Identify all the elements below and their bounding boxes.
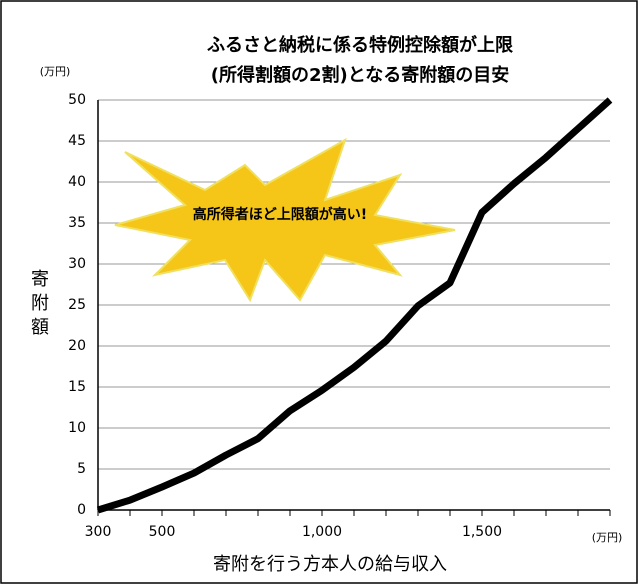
y-tick-label: 40 <box>68 174 86 190</box>
x-tick-label: 1,500 <box>462 524 502 540</box>
y-tick-label: 45 <box>68 133 86 149</box>
y-tick-label: 5 <box>77 461 86 477</box>
y-tick-label: 15 <box>68 379 86 395</box>
y-tick-label: 25 <box>68 297 86 313</box>
y-tick-label: 50 <box>68 92 86 108</box>
annotation: 高所得者ほど上限額が高い! <box>193 206 367 223</box>
chart-title: (所得割額の2割)となる寄附額の目安 <box>211 64 509 86</box>
y-tick-label: 0 <box>77 502 86 518</box>
y-unit: (万円) <box>40 65 71 78</box>
x-axis-label: 寄附を行う方本人の給与収入 <box>213 554 447 575</box>
x-unit: (万円) <box>592 531 623 544</box>
x-tick-label: 300 <box>85 524 112 540</box>
y-tick-label: 30 <box>68 256 86 272</box>
y-axis-label: 寄附額 <box>28 269 49 341</box>
y-tick-label: 20 <box>68 338 86 354</box>
x-tick-label: 500 <box>149 524 176 540</box>
y-tick-label: 10 <box>68 420 86 436</box>
chart-title: ふるさと納税に係る特例控除額が上限 <box>207 34 514 56</box>
starburst <box>114 137 456 303</box>
x-tick-label: 1,000 <box>302 524 342 540</box>
y-tick-label: 35 <box>68 215 86 231</box>
series-line <box>96 97 613 514</box>
